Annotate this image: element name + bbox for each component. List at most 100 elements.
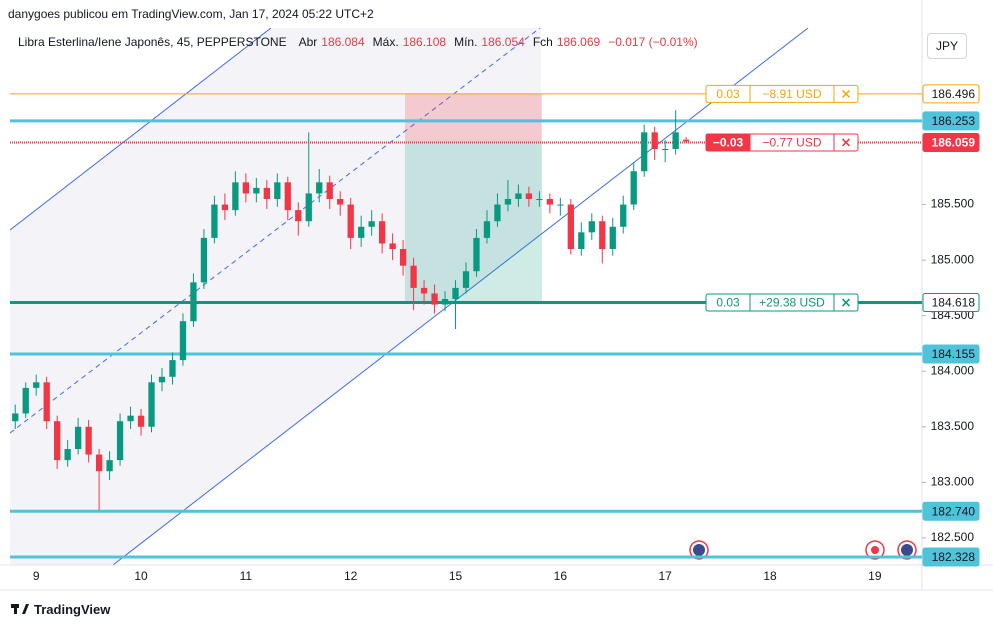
order-qty: 0.03 [716, 87, 740, 101]
candle-body [609, 226, 616, 249]
order-qty-bg [706, 133, 750, 151]
y-tick-label: 183.500 [931, 419, 975, 433]
x-tick-label: 17 [658, 569, 672, 583]
candle-body [567, 204, 574, 249]
candle-body [347, 204, 354, 238]
candle-body [148, 382, 155, 427]
channel-line [10, 28, 272, 231]
change: −0.017 (−0.01%) [608, 35, 698, 49]
candle-body [494, 204, 501, 222]
order-qty: 0.03 [716, 296, 740, 310]
candle-body [211, 204, 218, 238]
price-label: 182.740 [932, 504, 976, 518]
candle-body [599, 221, 606, 249]
candle-body [651, 132, 658, 149]
candle-body [546, 199, 554, 205]
y-tick-label: 185.500 [931, 197, 975, 211]
high-value: 186.108 [402, 35, 447, 49]
price-label-bg [922, 547, 980, 567]
price-label-bg [922, 344, 980, 364]
plot [10, 93, 922, 559]
order-close [841, 298, 851, 307]
position-zone [405, 93, 542, 143]
candle-body [200, 237, 208, 283]
candle-body [630, 171, 637, 205]
order-box [705, 293, 859, 312]
candle-body [557, 204, 564, 206]
open-label: Abr [298, 35, 318, 49]
x-tick-label: 12 [344, 569, 358, 583]
candle-body [641, 132, 648, 172]
price-label-bg [922, 111, 980, 131]
channel-mid [10, 28, 541, 434]
price-label: 186.059 [932, 136, 976, 150]
candle-body [253, 187, 260, 194]
event-icons[interactable] [689, 540, 917, 560]
candle-body [504, 199, 512, 205]
order-label[interactable]: −0.03 −0.77 USD [705, 133, 859, 152]
y-tick-label: 184.000 [931, 363, 975, 377]
x-tick-label: 11 [240, 569, 253, 583]
candle-body [85, 426, 92, 455]
candle-body [33, 382, 40, 388]
drawings [10, 28, 809, 565]
x-tick-label: 9 [33, 569, 40, 583]
candle-body [483, 221, 491, 238]
candle-body [54, 421, 61, 461]
candle-body [410, 265, 417, 288]
currency-button[interactable]: JPY [927, 33, 967, 59]
candle-body [179, 321, 187, 361]
low-value: 186.054 [481, 35, 525, 49]
candle-body [578, 232, 585, 249]
candle-body [263, 187, 270, 199]
candle-body [64, 449, 71, 461]
symbol-legend: Libra Esterlina/Iene Japonês, 45, PEPPER… [18, 35, 702, 49]
position-zone [405, 142, 542, 303]
order-close [841, 138, 851, 147]
price-label: 184.618 [932, 296, 976, 310]
candle-body [358, 226, 365, 238]
candle-body [284, 182, 291, 211]
price-label: 182.328 [932, 550, 976, 564]
candle-body [74, 426, 82, 449]
candle-body [588, 221, 595, 233]
low-label: Mín. [454, 35, 478, 49]
candle-body [274, 182, 281, 199]
candle-body [515, 193, 522, 199]
candle-body [316, 182, 323, 194]
y-tick-label: 185.000 [931, 252, 975, 266]
candle-body [127, 415, 134, 422]
candle-body [682, 139, 690, 142]
order-close [841, 89, 851, 98]
price-label-bg [922, 132, 980, 152]
price-label-bg [922, 293, 980, 313]
brand: TradingView [34, 602, 111, 617]
x-tick-label: 15 [449, 569, 463, 583]
candle-body [106, 460, 113, 472]
y-tick-label: 182.500 [931, 530, 975, 544]
channel-fill [10, 28, 541, 565]
x-tick-label: 18 [763, 569, 777, 583]
order-label[interactable]: 0.03 −8.91 USD [705, 84, 859, 103]
high-label: Máx. [372, 35, 399, 49]
price-label: 186.496 [932, 87, 976, 101]
order-pnl: −0.77 USD [762, 136, 821, 150]
byline: danygoes publicou em TradingView.com, Ja… [8, 7, 374, 21]
candle-body [242, 182, 250, 194]
order-label[interactable]: 0.03 +29.38 USD [705, 293, 859, 312]
candle-body [441, 299, 449, 305]
candle-body [368, 221, 375, 227]
candle-body [326, 182, 333, 199]
candle-body [420, 287, 428, 294]
candle-body [116, 421, 124, 461]
close-value: 186.069 [556, 35, 601, 49]
symbol: Libra Esterlina/Iene Japonês, 45, PEPPER… [18, 35, 287, 49]
candle-body [525, 193, 533, 199]
event-dot [871, 546, 879, 554]
order-pnl: +29.38 USD [759, 296, 825, 310]
order-qty: −0.03 [713, 136, 744, 150]
flag-icon [901, 544, 913, 556]
price-label: 184.155 [932, 347, 976, 361]
